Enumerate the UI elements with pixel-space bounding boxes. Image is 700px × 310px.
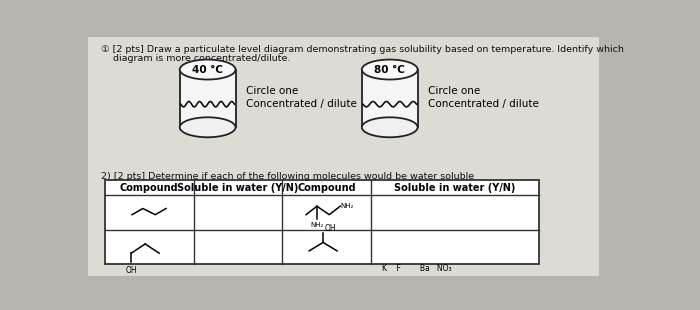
Bar	[180, 69, 235, 127]
Text: 80 °C: 80 °C	[374, 64, 405, 74]
Text: Concentrated / dilute: Concentrated / dilute	[246, 99, 357, 109]
Ellipse shape	[180, 117, 235, 137]
Text: 40 °C: 40 °C	[192, 64, 223, 74]
Ellipse shape	[362, 60, 418, 80]
Bar	[362, 69, 418, 127]
Text: Compound: Compound	[120, 183, 178, 193]
Text: ① [2 pts] Draw a particulate level diagram demonstrating gas solubility based on: ① [2 pts] Draw a particulate level diagr…	[102, 45, 624, 54]
Text: Circle one: Circle one	[428, 86, 481, 96]
Text: NH₂: NH₂	[340, 203, 354, 209]
Text: Soluble in water (Y/N): Soluble in water (Y/N)	[394, 183, 516, 193]
Ellipse shape	[180, 60, 235, 80]
Text: K    F        Ba   NO₃: K F Ba NO₃	[382, 264, 452, 273]
Text: OH: OH	[125, 266, 137, 275]
Text: Soluble in water (Y/N): Soluble in water (Y/N)	[177, 183, 299, 193]
Text: NH₂: NH₂	[310, 222, 323, 228]
Text: Compound: Compound	[298, 183, 356, 193]
Ellipse shape	[362, 117, 418, 137]
Text: 2) [2 pts] Determine if each of the following molecules would be water soluble: 2) [2 pts] Determine if each of the foll…	[102, 172, 475, 181]
Bar	[104, 180, 538, 264]
Text: diagram is more concentrated/dilute.: diagram is more concentrated/dilute.	[102, 54, 290, 63]
Text: Concentrated / dilute: Concentrated / dilute	[428, 99, 540, 109]
Text: OH: OH	[325, 224, 336, 233]
Text: Circle one: Circle one	[246, 86, 299, 96]
